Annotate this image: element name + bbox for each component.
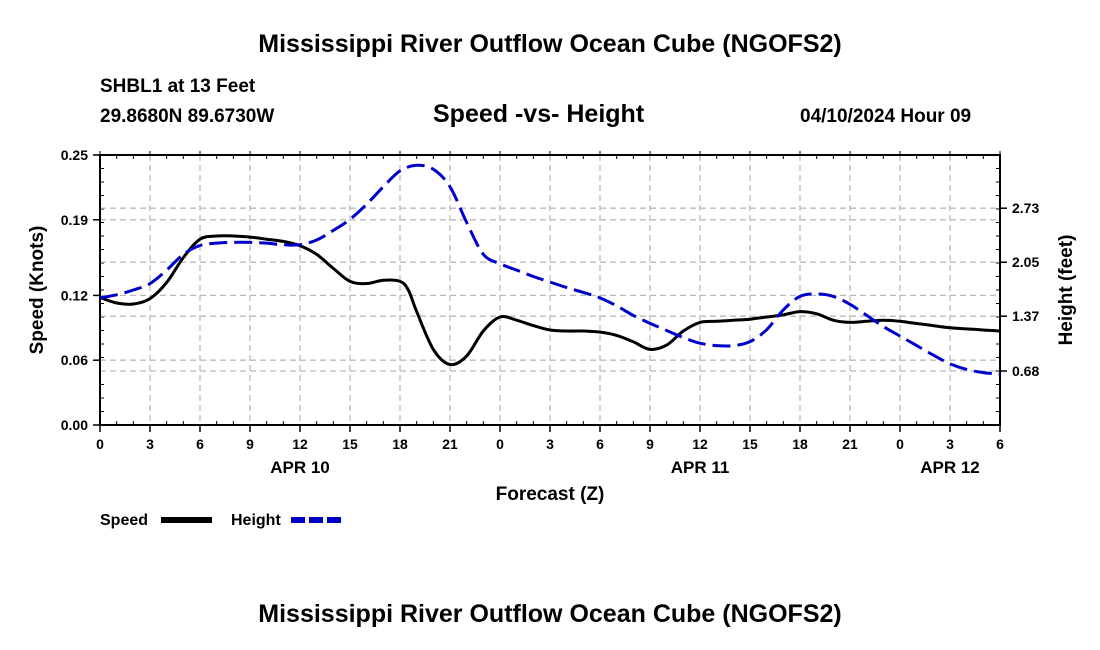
x-date-label: APR 11 <box>671 458 730 477</box>
x-tick-label: 3 <box>546 436 554 452</box>
x-tick-label: 15 <box>342 436 358 452</box>
station-label: SHBL1 at 13 Feet <box>100 76 256 97</box>
y-right-tick-label: 2.73 <box>1012 200 1039 216</box>
y-right-tick-label: 1.37 <box>1012 308 1039 324</box>
x-date-label: APR 12 <box>920 458 980 477</box>
y-left-tick-label: 0.19 <box>61 212 88 228</box>
x-axis-title: Forecast (Z) <box>496 484 605 505</box>
x-tick-label: 0 <box>496 436 504 452</box>
footer-title: Mississippi River Outflow Ocean Cube (NG… <box>258 600 842 628</box>
y-left-axis-title: Speed (Knots) <box>27 226 48 355</box>
x-tick-label: 9 <box>246 436 254 452</box>
series-line-speed <box>99 234 1001 367</box>
y-right-tick-label: 0.68 <box>1012 363 1039 379</box>
x-tick-label: 15 <box>742 436 758 452</box>
x-tick-label: 3 <box>146 436 154 452</box>
x-tick-label: 21 <box>842 436 858 452</box>
x-tick-label: 6 <box>196 436 204 452</box>
x-tick-label: 0 <box>896 436 904 452</box>
y-right-axis-title: Height (feet) <box>1056 235 1077 346</box>
x-tick-label: 21 <box>442 436 458 452</box>
legend-label-height: Height <box>231 512 281 529</box>
x-date-label: APR 10 <box>270 458 330 477</box>
x-tick-label: 18 <box>392 436 408 452</box>
x-tick-label: 12 <box>292 436 308 452</box>
y-left-tick-label: 0.06 <box>61 352 88 368</box>
legend-label-speed: Speed <box>100 512 148 529</box>
y-left-tick-label: 0.12 <box>61 287 88 303</box>
x-tick-label: 18 <box>792 436 808 452</box>
chart-subtitle: Speed -vs- Height <box>433 100 645 128</box>
y-left-tick-label: 0.00 <box>61 417 88 433</box>
x-tick-label: 0 <box>96 436 104 452</box>
y-left-tick-label: 0.25 <box>61 147 88 163</box>
x-tick-label: 6 <box>596 436 604 452</box>
series-line-height <box>99 163 1001 376</box>
chart-title: Mississippi River Outflow Ocean Cube (NG… <box>258 30 842 58</box>
x-tick-label: 12 <box>692 436 708 452</box>
x-tick-label: 6 <box>996 436 1004 452</box>
coordinates-label: 29.8680N 89.6730W <box>100 106 275 127</box>
x-tick-label: 9 <box>646 436 654 452</box>
x-tick-label: 3 <box>946 436 954 452</box>
datetime-label: 04/10/2024 Hour 09 <box>800 106 972 127</box>
y-right-tick-label: 2.05 <box>1012 254 1039 270</box>
